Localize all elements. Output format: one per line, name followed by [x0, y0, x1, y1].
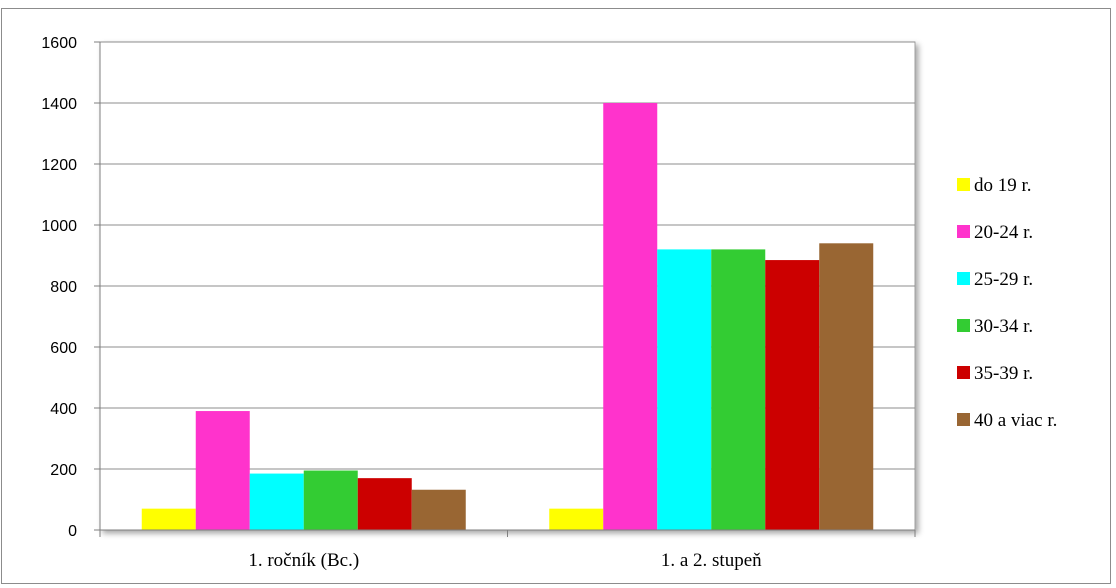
x-category-label: 1. a 2. stupeň — [661, 550, 762, 571]
bar — [411, 489, 466, 530]
legend-label: 30-34 r. — [974, 316, 1033, 337]
legend-label: 20-24 r. — [974, 222, 1033, 243]
y-tick-label: 400 — [50, 401, 77, 418]
legend-item: 30-34 r. — [957, 316, 1033, 337]
bar — [603, 103, 658, 530]
y-tick-label: 600 — [50, 340, 77, 357]
bar — [141, 508, 196, 530]
legend-item: 35-39 r. — [957, 363, 1033, 384]
legend-label: 25-29 r. — [974, 269, 1033, 290]
legend-item: 40 a viac r. — [957, 410, 1057, 431]
bar — [195, 411, 250, 530]
y-tick-label: 1000 — [41, 218, 77, 235]
legend-swatch — [957, 366, 970, 379]
legend-swatch — [957, 225, 970, 238]
legend-item: 20-24 r. — [957, 222, 1033, 243]
legend-swatch — [957, 413, 970, 426]
bar — [357, 478, 412, 530]
y-tick-label: 1400 — [41, 96, 77, 113]
y-tick-label: 800 — [50, 279, 77, 296]
y-tick-label: 1600 — [41, 35, 77, 52]
legend-swatch — [957, 178, 970, 191]
bar — [549, 508, 604, 530]
legend-label: 40 a viac r. — [974, 410, 1057, 431]
legend-item: do 19 r. — [957, 175, 1032, 196]
y-tick-label: 0 — [68, 523, 77, 540]
legend-label: 35-39 r. — [974, 363, 1033, 384]
x-axis-categories: 1. ročník (Bc.) 1. a 2. stupeň — [248, 550, 762, 571]
legend: do 19 r. 20-24 r. 25-29 r. 30-34 r. 35-39 r.… — [957, 175, 1057, 431]
bar — [249, 473, 304, 530]
legend-label: do 19 r. — [974, 175, 1032, 196]
bar — [819, 243, 874, 531]
bar — [711, 249, 766, 530]
bar — [765, 260, 820, 530]
bars — [141, 103, 874, 531]
x-category-label: 1. ročník (Bc.) — [248, 550, 359, 571]
bar — [657, 249, 712, 530]
legend-swatch — [957, 272, 970, 285]
legend-item: 25-29 r. — [957, 269, 1033, 290]
legend-swatch — [957, 319, 970, 332]
y-tick-label: 1200 — [41, 157, 77, 174]
bar — [303, 470, 358, 530]
y-tick-label: 200 — [50, 462, 77, 479]
y-axis-ticks: 0 200 400 600 800 1000 1200 1400 1600 — [41, 35, 100, 540]
